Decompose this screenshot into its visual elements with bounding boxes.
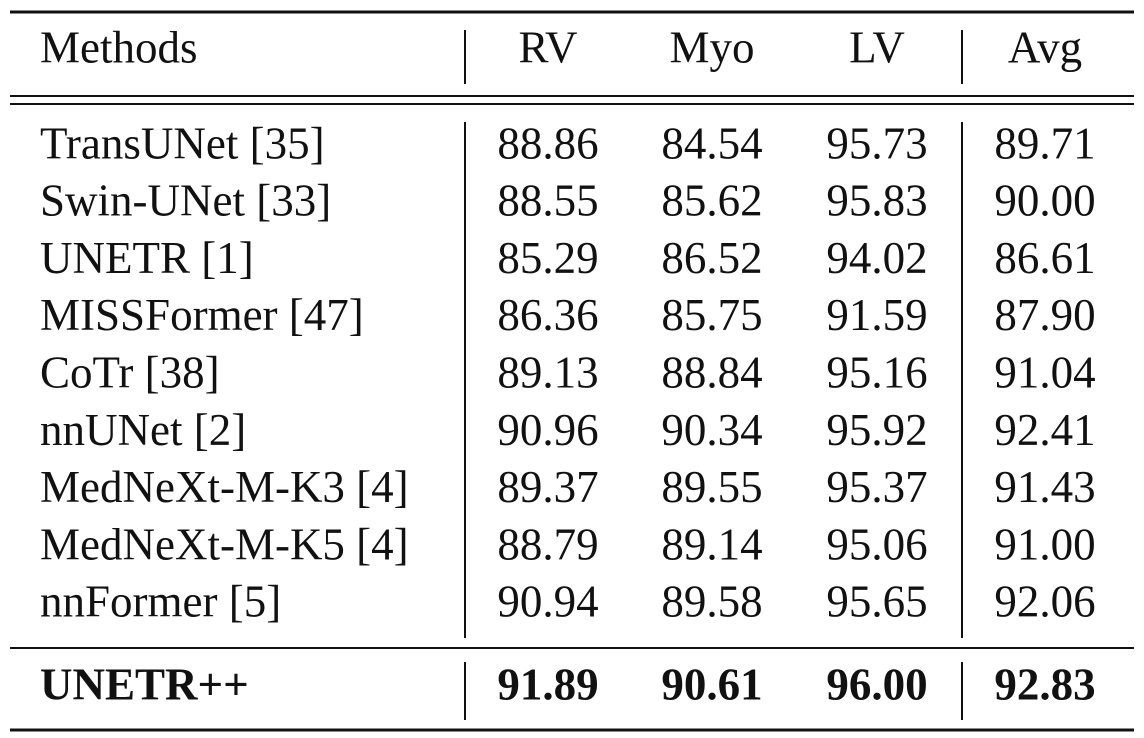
row-value: 94.02 (826, 233, 927, 283)
header-method: Methods (40, 22, 198, 72)
row-value: 95.92 (826, 405, 927, 455)
row-value: 88.86 (497, 118, 598, 168)
row-value: 89.13 (497, 348, 598, 398)
ours-row-value: 92.83 (994, 659, 1095, 709)
row-value: 85.62 (661, 176, 762, 226)
header-value: LV (849, 22, 905, 72)
row-value: 85.29 (497, 233, 598, 283)
row-value: 90.96 (497, 405, 598, 455)
header-value: Myo (669, 22, 754, 72)
row-value: 91.00 (994, 519, 1095, 569)
row-value: 88.55 (497, 176, 598, 226)
header-value: Avg (1008, 22, 1082, 72)
row-value: 95.83 (826, 176, 927, 226)
row-value: 90.00 (994, 176, 1095, 226)
row-value: 86.61 (994, 233, 1095, 283)
header-value: RV (519, 22, 578, 72)
row-value: 85.75 (661, 290, 762, 340)
ours-row-method: UNETR++ (40, 659, 249, 709)
row-value: 92.06 (994, 577, 1095, 627)
ours-row-value: 96.00 (826, 659, 927, 709)
row-value: 90.94 (497, 577, 598, 627)
row-value: 89.14 (661, 519, 762, 569)
row-value: 84.54 (661, 118, 762, 168)
row-method: MedNeXt-M-K5 [4] (40, 519, 409, 569)
row-value: 90.34 (661, 405, 762, 455)
row-value: 89.55 (661, 462, 762, 512)
row-value: 95.73 (826, 118, 927, 168)
row-value: 86.52 (661, 233, 762, 283)
row-value: 92.41 (994, 405, 1095, 455)
row-method: nnFormer [5] (40, 577, 281, 627)
row-method: nnUNet [2] (40, 405, 246, 455)
row-value: 86.36 (497, 290, 598, 340)
row-value: 95.65 (826, 577, 927, 627)
row-method: TransUNet [35] (40, 118, 325, 168)
row-value: 95.37 (826, 462, 927, 512)
row-value: 89.37 (497, 462, 598, 512)
row-value: 88.79 (497, 519, 598, 569)
row-value: 91.59 (826, 290, 927, 340)
row-method: CoTr [38] (40, 348, 220, 398)
ours-row-value: 90.61 (661, 659, 762, 709)
row-method: Swin-UNet [33] (40, 176, 331, 226)
row-value: 87.90 (994, 290, 1095, 340)
row-value: 89.58 (661, 577, 762, 627)
row-value: 95.06 (826, 519, 927, 569)
ours-row-value: 91.89 (497, 659, 598, 709)
row-value: 89.71 (994, 118, 1095, 168)
row-value: 91.43 (994, 462, 1095, 512)
row-value: 95.16 (826, 348, 927, 398)
row-value: 88.84 (661, 348, 762, 398)
row-method: MedNeXt-M-K3 [4] (40, 462, 409, 512)
row-method: UNETR [1] (40, 233, 254, 283)
row-method: MISSFormer [47] (40, 290, 364, 340)
row-value: 91.04 (994, 348, 1095, 398)
